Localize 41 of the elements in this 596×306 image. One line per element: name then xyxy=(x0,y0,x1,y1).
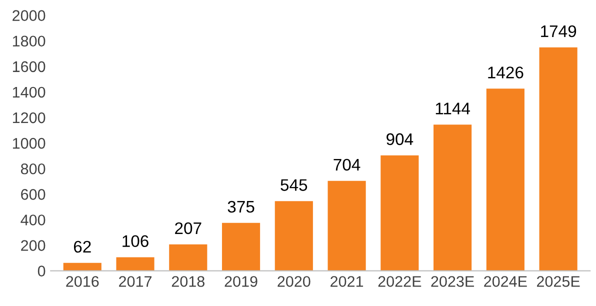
x-tick-label: 2023E xyxy=(431,276,474,287)
x-tick-label: 2025E xyxy=(536,276,580,287)
bar xyxy=(539,47,578,271)
data-label: 1749 xyxy=(541,25,576,38)
y-tick-label: 600 xyxy=(21,189,46,200)
data-label: 545 xyxy=(280,179,308,191)
data-label: 106 xyxy=(122,235,148,248)
x-tick-label: 2019 xyxy=(224,276,258,287)
bar xyxy=(116,257,154,271)
data-label: 904 xyxy=(386,133,414,146)
y-tick-label: 1200 xyxy=(12,112,46,124)
y-tick-label: 1000 xyxy=(12,138,46,149)
y-tick-label: 400 xyxy=(20,214,46,226)
x-tick-label: 2018 xyxy=(172,276,204,287)
bar xyxy=(380,155,419,271)
x-tick-label: 2017 xyxy=(119,276,152,287)
y-tick-label: 1600 xyxy=(12,61,46,72)
bar xyxy=(63,262,102,271)
data-label: 1426 xyxy=(488,66,524,78)
y-tick-label: 0 xyxy=(38,266,46,276)
y-tick-label: 2000 xyxy=(12,10,46,21)
x-tick-label: 2021 xyxy=(330,276,364,287)
y-tick-label: 1800 xyxy=(12,36,46,47)
bar xyxy=(169,244,208,271)
bar xyxy=(222,222,260,271)
x-tick-label: 2020 xyxy=(278,276,310,287)
y-tick-label: 200 xyxy=(21,240,46,251)
y-tick-label: 1400 xyxy=(12,86,46,98)
bar xyxy=(434,124,472,271)
x-tick-label: 2024E xyxy=(484,276,527,287)
x-tick-label: 2022E xyxy=(378,276,422,287)
data-label: 207 xyxy=(175,222,202,234)
y-tick-label: 800 xyxy=(20,163,46,174)
data-label: 375 xyxy=(228,200,254,213)
bar xyxy=(328,180,366,271)
bar xyxy=(274,201,313,271)
data-label: 1144 xyxy=(436,102,470,114)
x-tick-label: 2016 xyxy=(66,276,99,287)
data-label: 62 xyxy=(74,240,91,253)
bar xyxy=(486,88,524,271)
data-label: 704 xyxy=(334,158,360,171)
